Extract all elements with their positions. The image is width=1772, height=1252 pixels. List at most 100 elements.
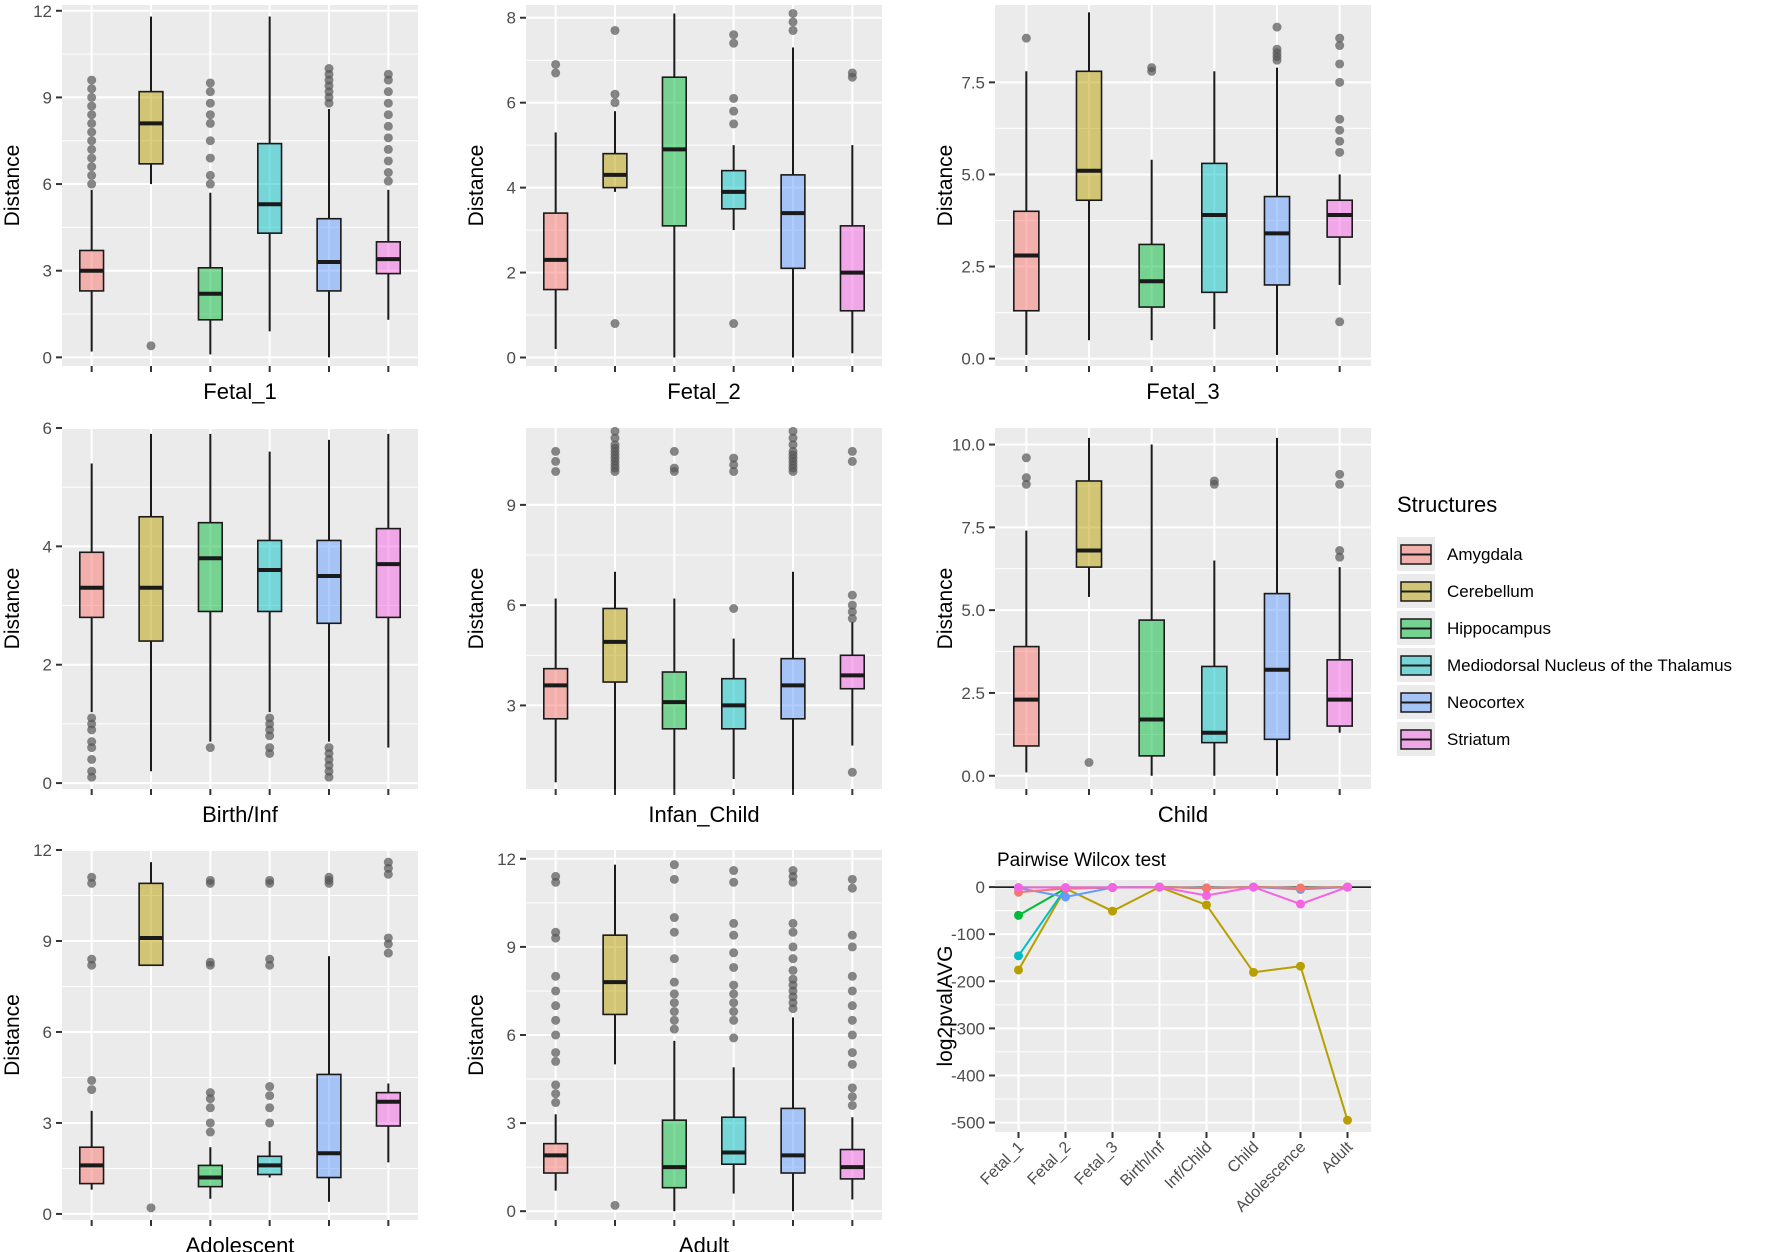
panel-background [526, 428, 882, 789]
panel-birth-inf: 0 2 4 6 Distance Birth/Inf [1, 419, 418, 827]
box-mediodorsal-nucleus-of-the-thalamus [720, 866, 747, 1194]
outlier-point [551, 871, 561, 881]
outlier-point [1335, 114, 1345, 124]
outlier-point [87, 872, 97, 882]
box-amygdala [79, 463, 105, 782]
outlier-point [729, 980, 739, 990]
box-cerebellum [1075, 437, 1103, 768]
box-hippocampus [1138, 444, 1165, 776]
legend-label-hippocampus: Hippocampus [1447, 619, 1551, 638]
y-axis-label: Distance [465, 568, 488, 650]
outlier-point [847, 1015, 857, 1025]
outlier-point [788, 8, 798, 18]
outlier-point [324, 872, 334, 882]
box-iqr [602, 152, 628, 189]
outlier-point [551, 1080, 561, 1090]
box-iqr [1263, 195, 1291, 286]
outlier-point [205, 118, 215, 128]
outlier-point [1021, 473, 1031, 483]
y-tick-label: 6 [43, 419, 52, 438]
legend-label-thalamus: Mediodorsal Nucleus of the Thalamus [1447, 656, 1732, 675]
box-cerebellum [138, 862, 164, 1213]
outlier-point [87, 153, 97, 163]
outlier-point [87, 1075, 97, 1085]
outlier-point [729, 1033, 739, 1043]
panel-background [995, 428, 1371, 789]
panel-background [62, 5, 418, 366]
outlier-point [87, 179, 97, 189]
box-amygdala [1012, 33, 1040, 355]
y-tick-label: 12 [33, 2, 52, 21]
outlier-point [1335, 479, 1345, 489]
box-neocortex [1263, 437, 1291, 776]
outlier-point [551, 466, 561, 476]
y-tick-label: 6 [507, 1026, 516, 1045]
outlier-point [847, 767, 857, 777]
outlier-point [847, 971, 857, 981]
outlier-point [383, 98, 393, 108]
box-iqr [1138, 243, 1165, 308]
outlier-point [1335, 59, 1345, 69]
outlier-point [847, 1100, 857, 1110]
box-striatum [839, 446, 866, 777]
y-tick-label: 8 [507, 9, 516, 28]
outlier-point [610, 440, 620, 450]
outlier-point [324, 64, 334, 74]
outlier-point [669, 1007, 679, 1017]
outlier-point [551, 1056, 561, 1066]
outlier-point [610, 98, 620, 108]
panel-child: 0.0 2.5 5.0 7.5 10.0 Distance Child [934, 428, 1371, 827]
outlier-point [788, 440, 798, 450]
outlier-point [551, 1001, 561, 1011]
data-point [1061, 892, 1070, 902]
legend-label-amygdala: Amygdala [1447, 545, 1523, 564]
y-tick-label: 3 [43, 262, 52, 281]
outlier-point [551, 927, 561, 937]
outlier-point [847, 1048, 857, 1058]
outlier-point [729, 106, 739, 116]
y-axis-label: Distance [1, 145, 24, 227]
y-tick-label: 12 [33, 841, 52, 860]
box-iqr [780, 657, 806, 720]
outlier-point [383, 121, 393, 131]
box-mediodorsal-nucleus-of-the-thalamus [720, 453, 747, 779]
outlier-point [383, 144, 393, 154]
outlier-point [87, 110, 97, 120]
outlier-point [847, 456, 857, 466]
box-neocortex [780, 866, 806, 1212]
outlier-point [265, 954, 275, 964]
data-point [1014, 965, 1023, 975]
outlier-point [847, 607, 857, 617]
outlier-point [383, 87, 393, 97]
outlier-point [87, 954, 97, 964]
outlier-point [1335, 469, 1345, 479]
panels: 0 3 6 9 12 Distance Fetal_1 0 2 4 6 8 Distance Fetal_… [1, 2, 1371, 1252]
outlier-point [551, 1015, 561, 1025]
box-amygdala [542, 446, 569, 783]
y-tick-label: 0 [507, 1202, 516, 1221]
box-iqr [780, 174, 806, 270]
outlier-point [847, 1030, 857, 1040]
outlier-point [205, 1127, 215, 1137]
y-tick-label: 9 [507, 496, 516, 515]
box-iqr [1326, 659, 1353, 727]
outlier-point [551, 68, 561, 78]
y-axis-label: Distance [934, 568, 957, 650]
outlier-point [87, 737, 97, 747]
outlier-point [87, 92, 97, 102]
x-tick-label: Fetal_3 [1072, 1139, 1122, 1189]
box-iqr [839, 654, 866, 690]
outlier-point [205, 179, 215, 189]
y-tick-label: -300 [951, 1019, 985, 1038]
x-axis-label: Birth/Inf [202, 802, 279, 827]
legend-title: Structures [1397, 492, 1497, 517]
y-tick-label: 12 [497, 850, 516, 869]
outlier-point [1021, 33, 1031, 43]
y-tick-label: 3 [507, 1114, 516, 1133]
panel-adult: 0 3 6 9 12 Distance Adult [465, 850, 882, 1252]
outlier-point [1335, 147, 1345, 157]
outlier-point [383, 933, 393, 943]
series-line [1018, 886, 1348, 906]
data-point [1296, 883, 1305, 893]
outlier-point [1335, 41, 1345, 51]
